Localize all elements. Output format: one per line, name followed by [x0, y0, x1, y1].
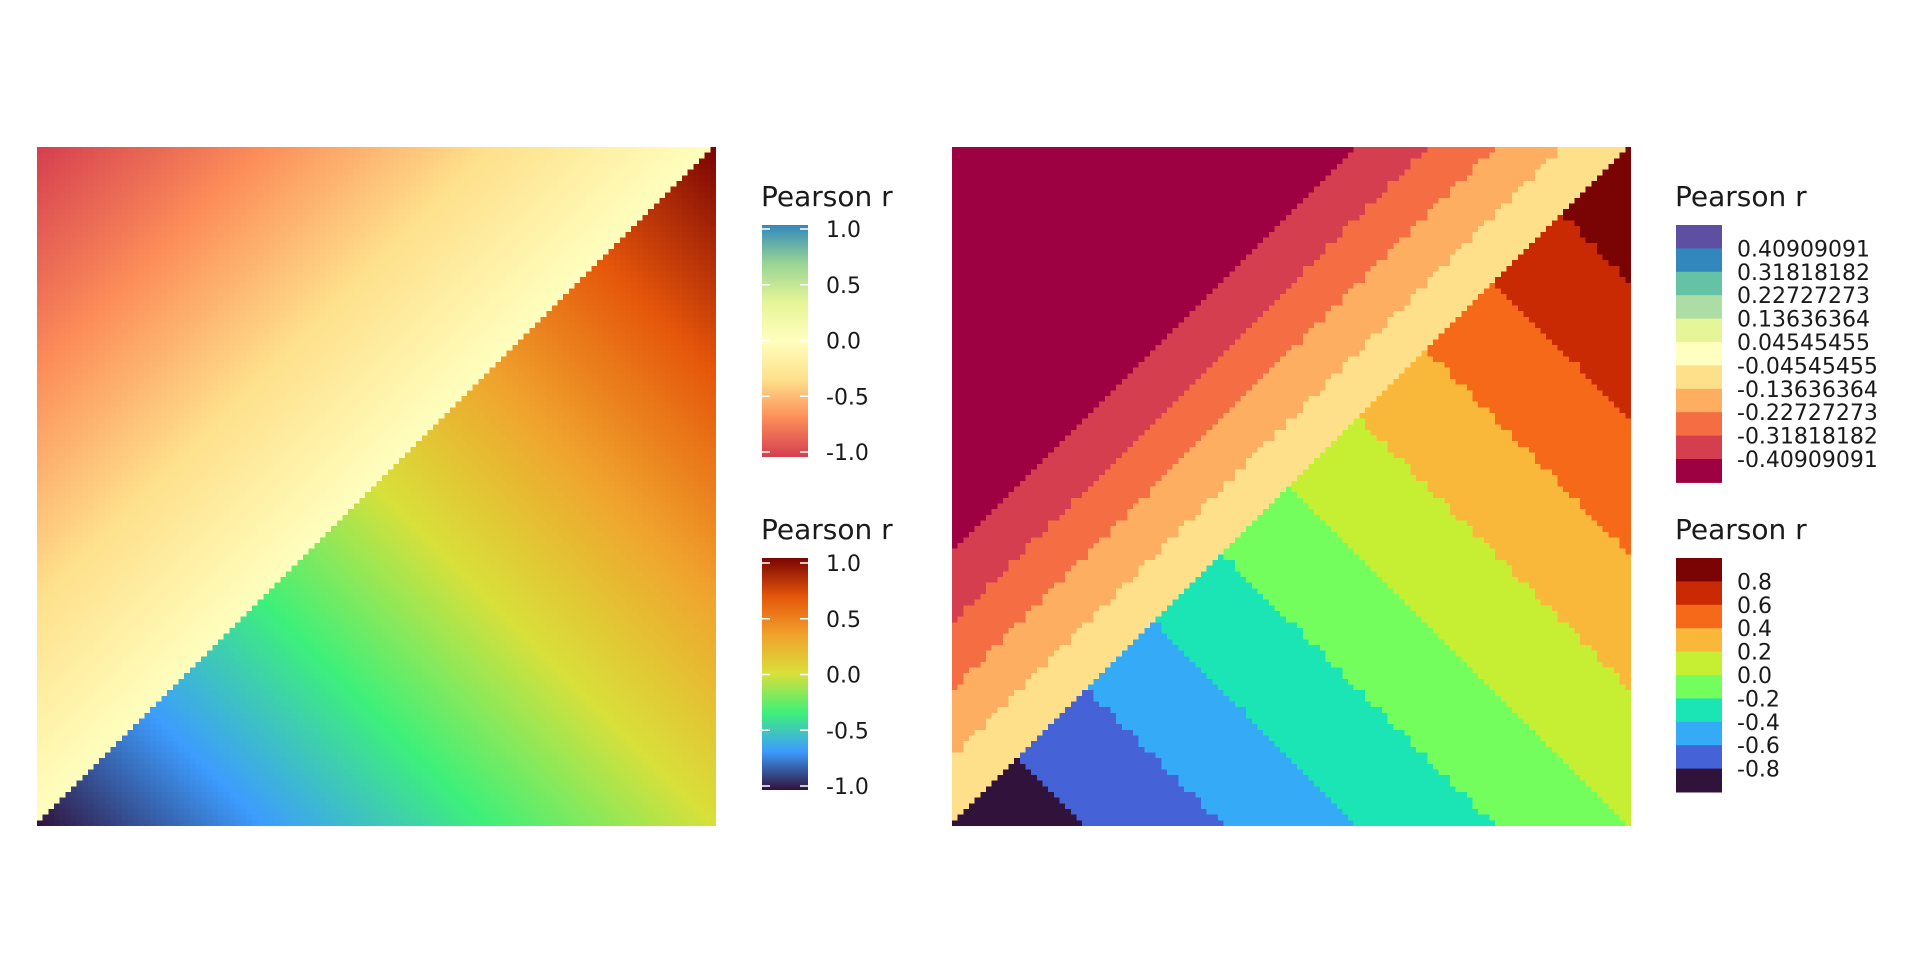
legend-label: 0.6	[1737, 594, 1772, 619]
legend-label: 0.22727273	[1737, 284, 1870, 309]
legend-label: 0.31818182	[1737, 261, 1870, 286]
legend-key	[1676, 581, 1722, 606]
colorbar-tick-label: -0.5	[826, 719, 869, 744]
legend-key	[1676, 628, 1722, 653]
legend-key	[1676, 745, 1722, 770]
left-heatmap-panel	[37, 147, 716, 826]
legend-label: -0.22727273	[1737, 401, 1878, 426]
legend-label: -0.8	[1737, 758, 1780, 783]
legend-title: Pearson r	[761, 513, 893, 546]
legend-key	[1676, 675, 1722, 699]
legend-label: -0.40909091	[1737, 448, 1878, 473]
legend-title: Pearson r	[761, 180, 893, 213]
colorbar-tick-label: 1.0	[826, 552, 861, 577]
left-heatmap-image	[37, 147, 716, 826]
legend-key	[1676, 721, 1722, 746]
legend-key	[1676, 604, 1722, 629]
legend-label: 0.13636364	[1737, 308, 1870, 333]
colorbar-tick-label: -1.0	[826, 441, 869, 466]
legend-key	[1676, 698, 1722, 723]
legend-key	[1676, 412, 1722, 437]
left-legend-upper: Pearson r 1.0 0.5 0.0 -0.5 -1.0	[761, 180, 893, 466]
legend-label: -0.04545455	[1737, 354, 1878, 379]
colorbar-tick-label: 0.5	[826, 274, 861, 299]
legend-title: Pearson r	[1675, 180, 1807, 213]
legend-label: 0.0	[1737, 664, 1772, 689]
colorbar-tick-label: -1.0	[826, 775, 869, 800]
right-heatmap-image	[952, 147, 1631, 826]
legend-key	[1676, 342, 1722, 366]
legend-label: -0.6	[1737, 734, 1780, 759]
legend-key	[1676, 435, 1722, 460]
legend-key	[1676, 768, 1722, 793]
legend-label: 0.04545455	[1737, 331, 1870, 356]
legend-label: 0.8	[1737, 570, 1772, 595]
legend-key	[1676, 558, 1722, 582]
colorbar-tick-label: 0.5	[826, 608, 861, 633]
legend-label: -0.31818182	[1737, 425, 1878, 450]
legend-key	[1676, 459, 1722, 483]
legend-title: Pearson r	[1675, 513, 1807, 546]
colorbar-tick-label: 1.0	[826, 218, 861, 243]
legend-key	[1676, 651, 1722, 676]
legend-label: 0.40909091	[1737, 237, 1870, 262]
legend-label: -0.13636364	[1737, 378, 1878, 403]
colorbar-tick-label: 0.0	[826, 330, 861, 355]
legend-label: 0.2	[1737, 641, 1772, 666]
legend-label: -0.4	[1737, 711, 1780, 736]
legend-key	[1676, 388, 1722, 413]
legend-key	[1676, 365, 1722, 390]
right-legend-upper: Pearson r 0.409090910.318181820.22727273…	[1675, 180, 1878, 483]
right-heatmap-panel	[952, 147, 1631, 826]
legend-key	[1676, 295, 1722, 320]
legend-key	[1676, 248, 1722, 273]
legend-key	[1676, 271, 1722, 296]
legend-key	[1676, 225, 1722, 249]
legend-key	[1676, 318, 1722, 343]
legend-label: 0.4	[1737, 617, 1772, 642]
legend-label: -0.2	[1737, 687, 1780, 712]
colorbar-tick-label: 0.0	[826, 664, 861, 689]
colorbar-tick-label: -0.5	[826, 385, 869, 410]
left-legend-lower: Pearson r 1.0 0.5 0.0 -0.5 -1.0	[761, 513, 893, 800]
right-legend-lower: Pearson r 0.80.60.40.20.0-0.2-0.4-0.6-0.…	[1675, 513, 1807, 793]
